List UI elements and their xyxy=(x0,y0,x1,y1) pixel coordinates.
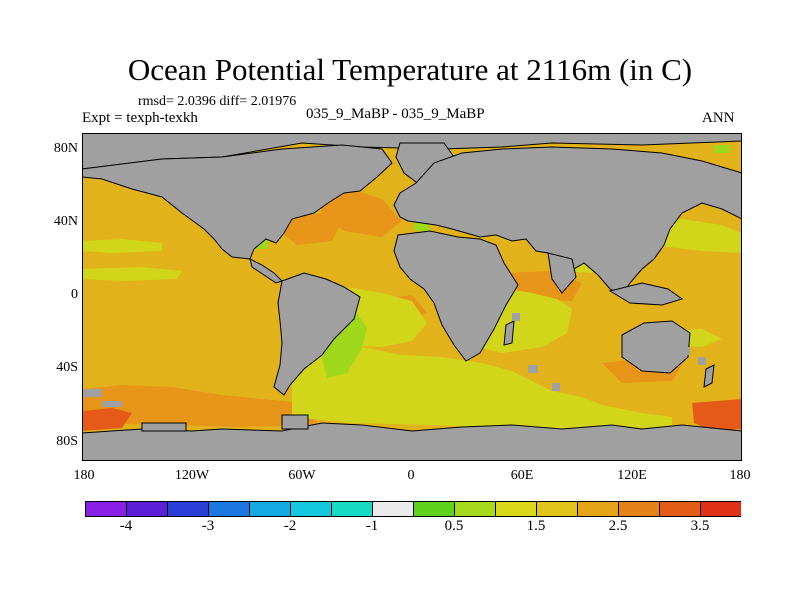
experiment-label: Expt = texph-texkh xyxy=(82,110,198,126)
antarctica xyxy=(82,422,742,461)
colorbar-label: -3 xyxy=(201,518,215,534)
lat-tick-0: 0 xyxy=(71,287,78,302)
new-zealand xyxy=(703,364,715,388)
colorbar-label: -2 xyxy=(283,518,297,534)
colorbar-label: -4 xyxy=(119,518,133,534)
stats-text: rmsd= 2.0396 diff= 2.01976 xyxy=(138,94,297,109)
colorbar-label: 3.5 xyxy=(690,518,710,534)
lat-tick-80n: 80N xyxy=(53,141,78,156)
south-america xyxy=(273,272,361,396)
lon-tick-120w: 120W xyxy=(174,468,210,483)
map-frame xyxy=(82,133,742,461)
colorbar-label: 2.5 xyxy=(608,518,628,534)
colorbar-swatch xyxy=(454,501,496,517)
masked-cells xyxy=(82,313,706,407)
colorbar-swatch xyxy=(249,501,291,517)
colorbar-swatch xyxy=(659,501,701,517)
north-america xyxy=(82,144,393,260)
lon-tick-180e: 180 xyxy=(729,468,751,483)
lat-tick-40s: 40S xyxy=(56,360,78,375)
lat-tick-80s: 80S xyxy=(56,434,78,449)
sub-antarctic-island xyxy=(281,414,309,430)
colorbar-swatch xyxy=(290,501,332,517)
colorbar xyxy=(85,501,741,517)
world-map xyxy=(82,133,742,461)
colorbar-swatch xyxy=(618,501,660,517)
lon-tick-0: 0 xyxy=(407,468,415,483)
lat-tick-40n: 40N xyxy=(53,214,78,229)
colorbar-swatch xyxy=(331,501,373,517)
sub-antarctic-island xyxy=(141,422,187,432)
india xyxy=(547,252,577,294)
colorbar-swatch xyxy=(413,501,455,517)
map-title: Ocean Potential Temperature at 2116m (in… xyxy=(127,52,693,87)
colorbar-label: 1.5 xyxy=(526,518,546,534)
madagascar xyxy=(503,320,515,346)
colorbar-swatch xyxy=(85,501,127,517)
colorbar-label: -1 xyxy=(365,518,379,534)
colorbar-label: 0.5 xyxy=(444,518,464,534)
colorbar-swatch xyxy=(126,501,168,517)
maritime-southeast-asia xyxy=(608,282,684,306)
land-masses xyxy=(82,133,742,461)
lon-tick-120e: 120E xyxy=(617,468,647,483)
colorbar-swatch xyxy=(208,501,250,517)
colorbar-swatch xyxy=(700,501,741,517)
lon-tick-60e: 60E xyxy=(510,468,534,483)
colorbar-swatch xyxy=(167,501,209,517)
colorbar-swatch xyxy=(577,501,619,517)
colorbar-swatch xyxy=(536,501,578,517)
season-label: ANN xyxy=(702,110,735,126)
central-america xyxy=(249,258,283,284)
lon-tick-60w: 60W xyxy=(288,468,316,483)
lon-tick-180w: 180 xyxy=(73,468,95,483)
colorbar-swatch xyxy=(372,501,414,517)
colorbar-swatch xyxy=(495,501,537,517)
case-label: 035_9_MaBP - 035_9_MaBP xyxy=(306,106,485,122)
africa xyxy=(393,230,519,362)
australia xyxy=(621,320,691,374)
